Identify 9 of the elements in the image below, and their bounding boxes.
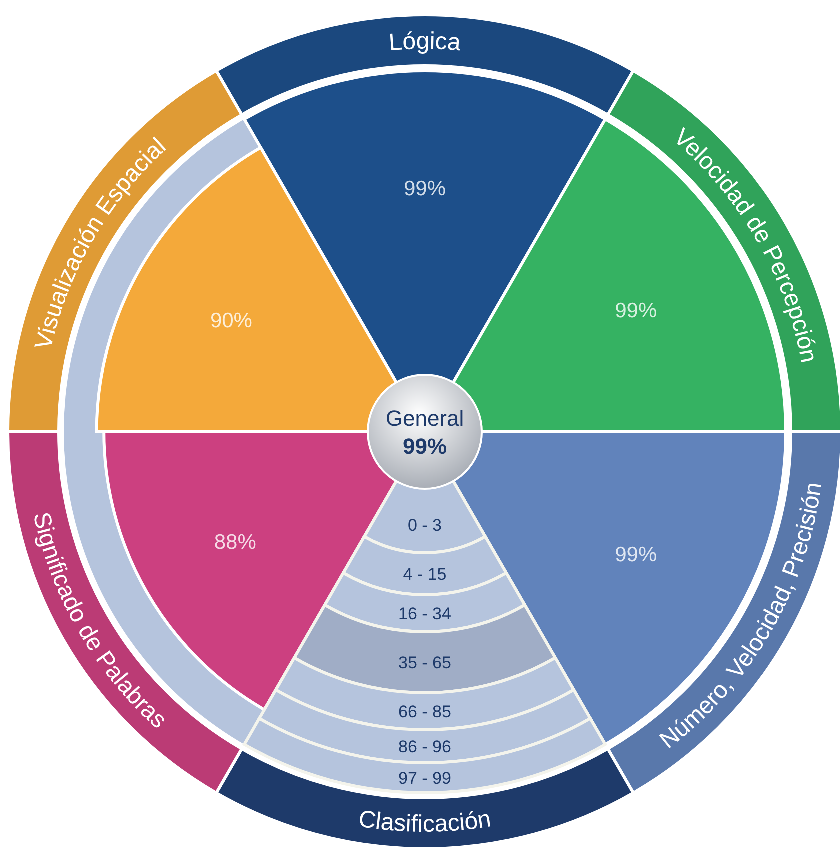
- data-label: 90%: [210, 310, 252, 333]
- text: 99%: [402, 434, 448, 459]
- text: General: [386, 406, 464, 431]
- data-label: 99%: [615, 543, 658, 566]
- category-label: Clasificación: [356, 806, 494, 838]
- category-label: Lógica: [388, 28, 463, 57]
- data-label: 99%: [404, 178, 446, 201]
- data-label: 99%: [615, 299, 658, 322]
- data-label: 88%: [214, 530, 256, 554]
